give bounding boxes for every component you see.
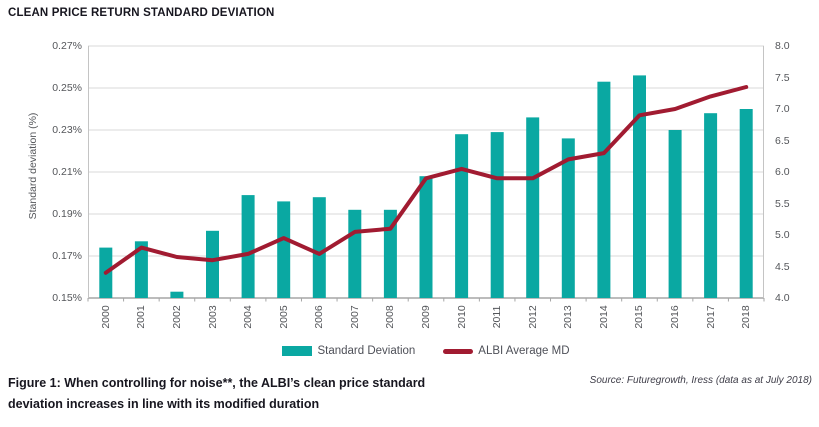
bar-2007 [348, 209, 362, 298]
legend-line-swatch [443, 348, 474, 354]
bar-2018 [739, 109, 753, 298]
albi-average-md-line [103, 85, 749, 275]
x-tick-label-2006: 2006 [313, 305, 326, 329]
bar-2012 [526, 117, 540, 299]
x-tick-label-2013: 2013 [562, 305, 575, 329]
y-right-tick-label: 5.0 [775, 229, 790, 241]
y-right-tick-label: 4.0 [775, 292, 790, 304]
x-tick-label-2018: 2018 [740, 305, 753, 329]
x-tick-label-2003: 2003 [206, 305, 219, 329]
x-tick-label-2001: 2001 [135, 305, 148, 329]
x-tick-label-2004: 2004 [242, 305, 255, 329]
y-left-tick-label: 0.25% [52, 82, 82, 94]
bar-2004 [241, 195, 255, 298]
y-left-tick-label: 0.27% [52, 40, 82, 52]
y-right-tick-label: 5.5 [775, 197, 790, 210]
bar-2006 [312, 197, 326, 298]
bar-2005 [277, 201, 291, 298]
x-tick-label-2008: 2008 [384, 305, 397, 329]
x-tick-label-2017: 2017 [704, 305, 717, 329]
bar-2001 [134, 241, 148, 298]
y-left-tick-label: 0.21% [52, 166, 82, 178]
y-right-tick-label: 4.5 [775, 260, 790, 273]
bar-2011 [490, 132, 504, 298]
x-tick-label-2012: 2012 [526, 305, 539, 329]
legend-bar-swatch [282, 346, 313, 356]
bar-2002 [170, 291, 184, 298]
x-tick-label-2015: 2015 [633, 305, 646, 329]
source-note: Source: Futuregrowth, Iress (data as at … [589, 375, 812, 386]
y-left-tick-label: 0.23% [52, 124, 82, 136]
bar-2014 [597, 81, 611, 298]
y-right-tick-label: 7.0 [775, 103, 790, 115]
legend: Standard Deviation ALBI Average MD [88, 345, 764, 357]
bar-2010 [455, 134, 469, 298]
x-tick-label-2000: 2000 [99, 305, 112, 329]
plot-canvas [87, 45, 765, 302]
x-tick-label-2010: 2010 [455, 305, 468, 329]
bar-2003 [206, 230, 219, 298]
x-tick-label-2009: 2009 [420, 305, 432, 329]
bar-2009 [419, 176, 433, 298]
y-right-tick-label: 8.0 [775, 40, 790, 52]
x-tick-label-2002: 2002 [170, 305, 183, 329]
legend-line-label: ALBI Average MD [478, 345, 570, 357]
figure-caption: Figure 1: When controlling for noise**, … [8, 373, 488, 414]
y-left-tick-label: 0.19% [52, 208, 82, 220]
y-right-tick-label: 7.5 [775, 71, 790, 84]
bar-2008 [383, 209, 397, 298]
y-right-tick-label: 6.5 [775, 134, 790, 147]
y-left-tick-label: 0.17% [52, 250, 82, 262]
bar-2013 [561, 138, 575, 298]
x-tick-label-2007: 2007 [348, 305, 361, 329]
x-tick-label-2014: 2014 [597, 305, 610, 329]
x-tick-label-2011: 2011 [491, 305, 504, 329]
x-tick-label-2005: 2005 [277, 305, 290, 329]
y-right-tick-label: 6.0 [775, 166, 790, 178]
bar-2015 [633, 75, 646, 299]
bar-2017 [704, 113, 718, 298]
figure-caption-line-1: Figure 1: When controlling for noise**, … [8, 376, 426, 390]
figure-caption-line-2: deviation increases in line with its mod… [8, 396, 320, 411]
x-tick-label-2016: 2016 [669, 305, 682, 329]
chart-title: CLEAN PRICE RETURN STANDARD DEVIATION [8, 7, 275, 19]
bar-2016 [668, 130, 682, 298]
y-left-tick-label: 0.15% [52, 292, 82, 304]
legend-bar-label: Standard Deviation [317, 345, 416, 357]
